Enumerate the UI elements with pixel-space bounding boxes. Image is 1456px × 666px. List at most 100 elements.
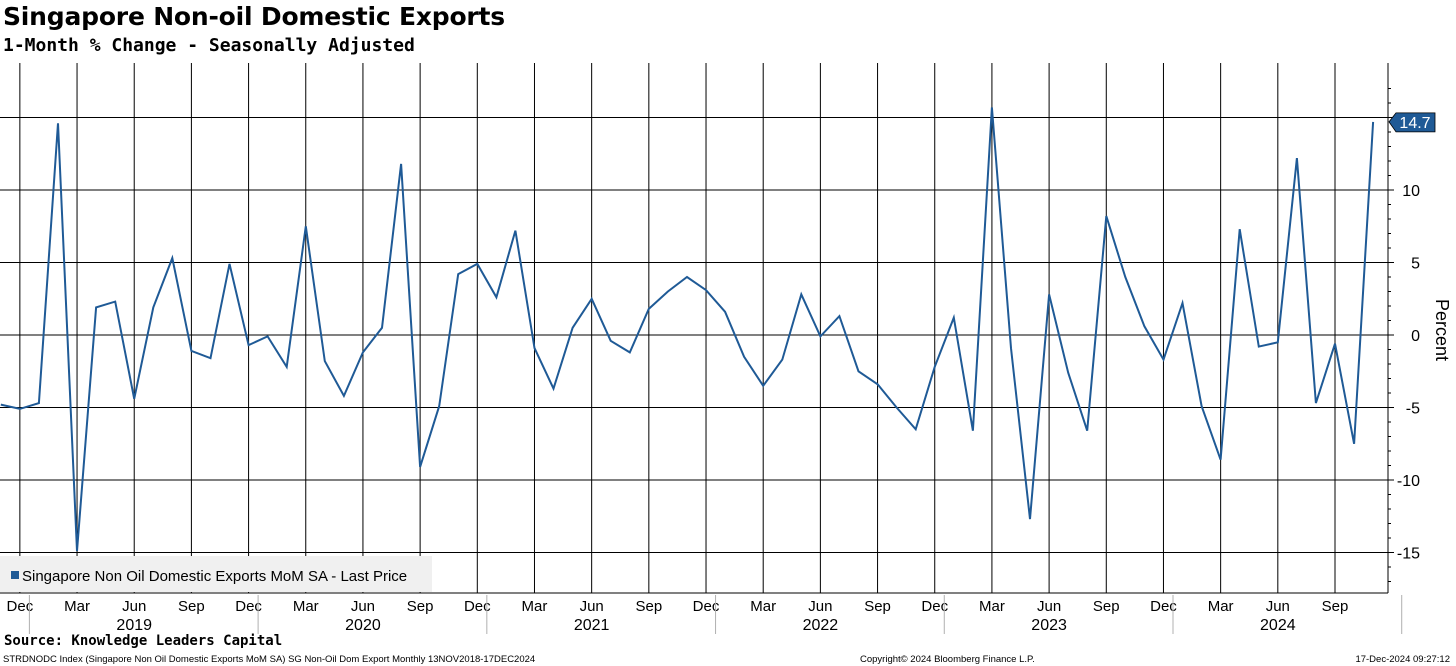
x-tick-label: Jun	[122, 598, 146, 615]
index-note: STRDNODC Index (Singapore Non Oil Domest…	[3, 654, 536, 665]
data-point	[1238, 227, 1242, 231]
data-point	[933, 365, 937, 369]
data-point	[780, 358, 784, 362]
data-point	[513, 229, 517, 233]
timestamp: 17-Dec-2024 09:27:12	[1355, 654, 1450, 665]
data-point	[113, 300, 117, 304]
data-point	[37, 401, 41, 405]
year-label: 2020	[345, 617, 381, 634]
data-point	[971, 429, 975, 433]
x-tick-label: Sep	[1093, 598, 1120, 615]
data-point	[170, 256, 174, 260]
last-value-badge	[1388, 112, 1436, 133]
grid	[0, 63, 1388, 593]
data-point	[590, 297, 594, 301]
data-point	[189, 349, 193, 353]
x-tick-label: Mar	[1208, 598, 1234, 615]
data-point	[1219, 458, 1223, 462]
x-tick-label: Mar	[64, 598, 90, 615]
data-point	[1257, 345, 1261, 349]
data-point	[571, 326, 575, 330]
data-point	[0, 403, 3, 407]
x-tick-label: Dec	[464, 598, 491, 615]
data-point	[1352, 442, 1356, 446]
data-point	[285, 365, 289, 369]
data-point	[1371, 120, 1375, 124]
data-point	[437, 404, 441, 408]
y-tick-label: -15	[1397, 546, 1420, 563]
data-point	[94, 305, 98, 309]
data-point	[990, 105, 994, 109]
data-point	[475, 262, 479, 266]
copyright-note: Copyright© 2024 Bloomberg Finance L.P.	[860, 654, 1035, 665]
data-point	[304, 224, 308, 228]
data-point	[685, 275, 689, 279]
y-tick-label: 10	[1402, 183, 1420, 200]
x-tick-label: Mar	[293, 598, 319, 615]
data-point	[609, 339, 613, 343]
last-value-label: 14.7	[1399, 115, 1430, 132]
data-point	[1028, 517, 1032, 521]
x-tick-label: Jun	[808, 598, 832, 615]
data-point	[361, 350, 365, 354]
data-point	[380, 326, 384, 330]
data-point	[1314, 401, 1318, 405]
data-point	[342, 394, 346, 398]
data-point	[418, 465, 422, 469]
x-tick-label: Dec	[7, 598, 34, 615]
y-tick-label: 5	[1411, 256, 1420, 273]
data-point	[1276, 340, 1280, 344]
data-point	[952, 316, 956, 320]
data-point	[494, 295, 498, 299]
x-tick-label: Jun	[1037, 598, 1061, 615]
data-point	[247, 343, 251, 347]
year-label: 2024	[1260, 617, 1296, 634]
source-note: Source: Knowledge Leaders Capital	[4, 633, 283, 649]
data-point	[742, 355, 746, 359]
x-tick-label: Sep	[864, 598, 891, 615]
data-point	[323, 359, 327, 363]
data-point	[761, 384, 765, 388]
data-point	[857, 369, 861, 373]
series-line	[0, 107, 1375, 552]
x-tick-label: Sep	[407, 598, 434, 615]
x-tick-label: Jun	[351, 598, 375, 615]
year-label: 2019	[116, 617, 152, 634]
data-point	[1123, 275, 1127, 279]
data-point	[228, 262, 232, 266]
data-point	[1200, 404, 1204, 408]
data-point	[456, 272, 460, 276]
chart-title: Singapore Non-oil Domestic Exports	[3, 2, 505, 31]
y-tick-label: -10	[1397, 473, 1420, 490]
data-point	[1085, 429, 1089, 433]
data-point	[1333, 342, 1337, 346]
series-layer	[0, 105, 1375, 552]
data-point	[914, 427, 918, 431]
x-tick-label: Sep	[1322, 598, 1349, 615]
x-tick-label: Mar	[979, 598, 1005, 615]
y-tick-label: -5	[1406, 401, 1420, 418]
data-point	[1181, 301, 1185, 305]
data-point	[876, 382, 880, 386]
data-point	[1161, 358, 1165, 362]
x-tick-label: Mar	[750, 598, 776, 615]
data-point	[552, 387, 556, 391]
year-label: 2021	[574, 617, 610, 634]
data-point	[56, 121, 60, 125]
data-point	[1295, 156, 1299, 160]
axis-layer: -15 -10 -5 0 5 10 Dec Mar Jun Sep Dec Mar Jun Sep Dec M…	[0, 63, 1436, 634]
y-tick-label: 0	[1411, 328, 1420, 345]
legend: Singapore Non Oil Domestic Exports MoM S…	[0, 556, 432, 592]
data-point	[532, 346, 536, 350]
data-point	[799, 292, 803, 296]
data-point	[895, 406, 899, 410]
data-point	[1104, 214, 1108, 218]
x-tick-label: Jun	[580, 598, 604, 615]
last-value-flag: 14.7	[1388, 112, 1436, 133]
data-point	[704, 288, 708, 292]
data-point	[1142, 324, 1146, 328]
data-point	[266, 334, 270, 338]
data-point	[1047, 292, 1051, 296]
data-point	[132, 397, 136, 401]
legend-label: Singapore Non Oil Domestic Exports MoM S…	[22, 568, 407, 585]
